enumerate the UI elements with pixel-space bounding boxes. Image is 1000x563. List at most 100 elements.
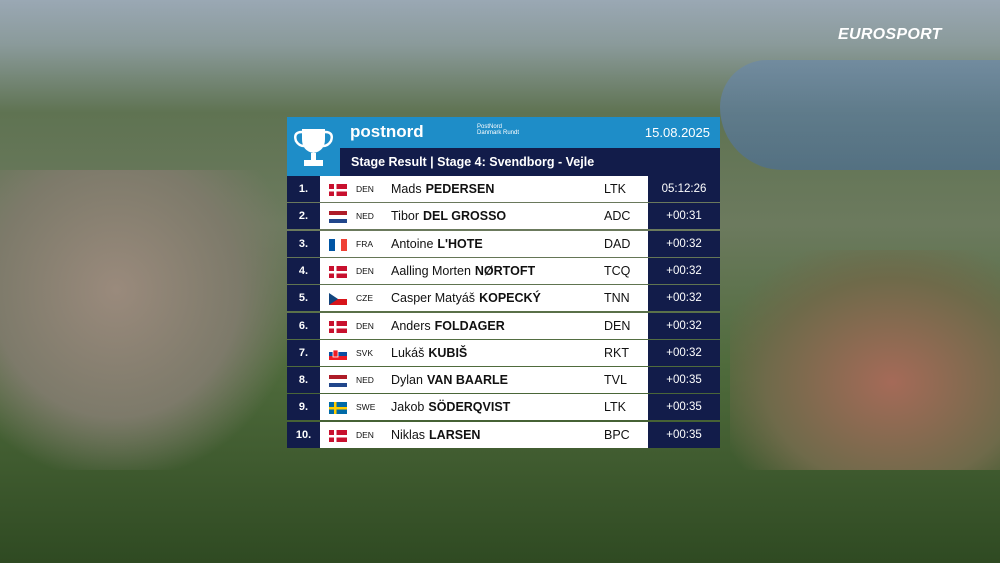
time: +00:32 [648,339,720,366]
rider-cell: CZE Casper Matyáš KOPECKÝ TNN [320,285,648,312]
rider-name: Anders FOLDAGER [391,313,505,339]
first-name: Anders [391,318,431,333]
country: NED [356,211,374,222]
subtitle: Stage Result | Stage 4: Svendborg - Vejl… [340,148,720,176]
first-name: Antoine [391,236,434,251]
team: TNN [604,291,630,306]
first-name: Mads [391,182,422,196]
rank: 4. [287,257,320,284]
water [720,60,1000,170]
flag-shape [329,184,347,196]
flag-shape [329,293,347,306]
team: LTK [604,182,626,196]
rider-name: Mads PEDERSEN [391,176,494,202]
results-panel: postnord PostNord Danmark Rundt 15.08.20… [287,117,720,449]
rider-name: Antoine L'HOTE [391,231,483,257]
rank: 5. [287,285,320,312]
rider-cell: NED Tibor DEL GROSSO ADC [320,203,648,230]
brand: postnord [350,122,424,141]
first-name: Tibor [391,209,420,224]
rank: 8. [287,367,320,394]
country: SVK [356,347,374,358]
time: +00:35 [648,367,720,394]
rider-cell: SVK Lukáš KUBIŠ RKT [320,339,648,366]
rank: 2. [287,203,320,230]
team: BPC [604,427,630,442]
rider-cell: NED Dylan VAN BAARLE TVL [320,367,648,394]
team: DEN [604,318,631,333]
trophy [294,129,333,166]
flag [329,320,347,338]
flag [329,292,347,310]
rider-cell: DEN Niklas LARSEN BPC [320,421,648,448]
result-row: 9. SWE Jakob SÖDERQVIST LTK +00:35 [287,394,720,421]
first-name: Aalling Morten [391,263,471,278]
town [0,170,290,470]
last-name: VAN BAARLE [426,373,508,388]
last-name: SÖDERQVIST [428,400,511,415]
flag-shape [329,429,347,442]
country: NED [356,375,374,386]
last-name: FOLDAGER [434,318,505,333]
first-name: Casper Matyáš [391,291,476,306]
first-name: Jakob [391,400,425,415]
rider-cell: FRA Antoine L'HOTE DAD [320,230,648,257]
flag-shape [329,320,347,333]
result-row: 4. DEN Aalling Morten NØRTOFT TCQ +00:32 [287,257,720,285]
first-name: Lukáš [391,345,425,360]
time: +00:31 [648,203,720,230]
time: +00:35 [648,394,720,421]
rank: 7. [287,339,320,366]
rider-name: Niklas LARSEN [391,422,480,448]
rider-cell: DEN Mads PEDERSEN LTK [320,176,648,202]
time: +00:32 [648,312,720,339]
flag [329,374,347,392]
time: +00:32 [648,230,720,257]
flag [329,347,347,365]
team: RKT [604,345,629,360]
rider-name: Aalling Morten NØRTOFT [391,258,535,284]
header-bar: postnord PostNord Danmark Rundt 15.08.20… [287,117,720,148]
team: TCQ [604,263,631,278]
rank: 9. [287,394,320,421]
rider-name: Dylan VAN BAARLE [391,367,508,393]
flag [329,265,347,283]
result-row: 1. DEN Mads PEDERSEN LTK 05:12:26 [287,176,720,203]
last-name: NØRTOFT [474,263,536,278]
rank: 6. [287,312,320,339]
last-name: LARSEN [429,427,481,442]
time: +00:35 [648,421,720,448]
team: LTK [604,400,626,415]
rank: 10. [287,421,320,448]
flag [329,238,347,256]
rider-name: Casper Matyáš KOPECKÝ [391,285,541,311]
rider-cell: SWE Jakob SÖDERQVIST LTK [320,394,648,421]
team: TVL [604,373,627,388]
rider-name: Lukáš KUBIŠ [391,340,467,366]
rank: 3. [287,230,320,257]
rider-name: Jakob SÖDERQVIST [391,394,510,420]
first-name: Niklas [391,427,426,442]
flag [329,183,347,201]
flag-shape [329,238,347,251]
result-row: 6. DEN Anders FOLDAGER DEN +00:32 [287,312,720,340]
result-row: 8. NED Dylan VAN BAARLE TVL +00:35 [287,367,720,394]
result-row: 3. FRA Antoine L'HOTE DAD +00:32 [287,230,720,258]
last-name: DEL GROSSO [423,209,507,224]
trophy-icon [287,117,340,176]
country: DEN [356,320,374,331]
last-name: L'HOTE [437,236,483,251]
country: DEN [356,184,374,194]
flag-shape [329,375,347,388]
country: DEN [356,265,374,276]
last-name: KOPECKÝ [479,291,541,306]
time: 05:12:26 [648,176,720,202]
date: 15.08.2025 [644,125,710,140]
flag [329,210,347,228]
country: CZE [356,293,373,304]
first-name: Dylan [391,373,423,388]
result-row: 7. SVK Lukáš KUBIŠ RKT +00:32 [287,339,720,367]
flag-shape [329,211,347,224]
broadcaster-logo: EUROSPORT [838,26,942,43]
